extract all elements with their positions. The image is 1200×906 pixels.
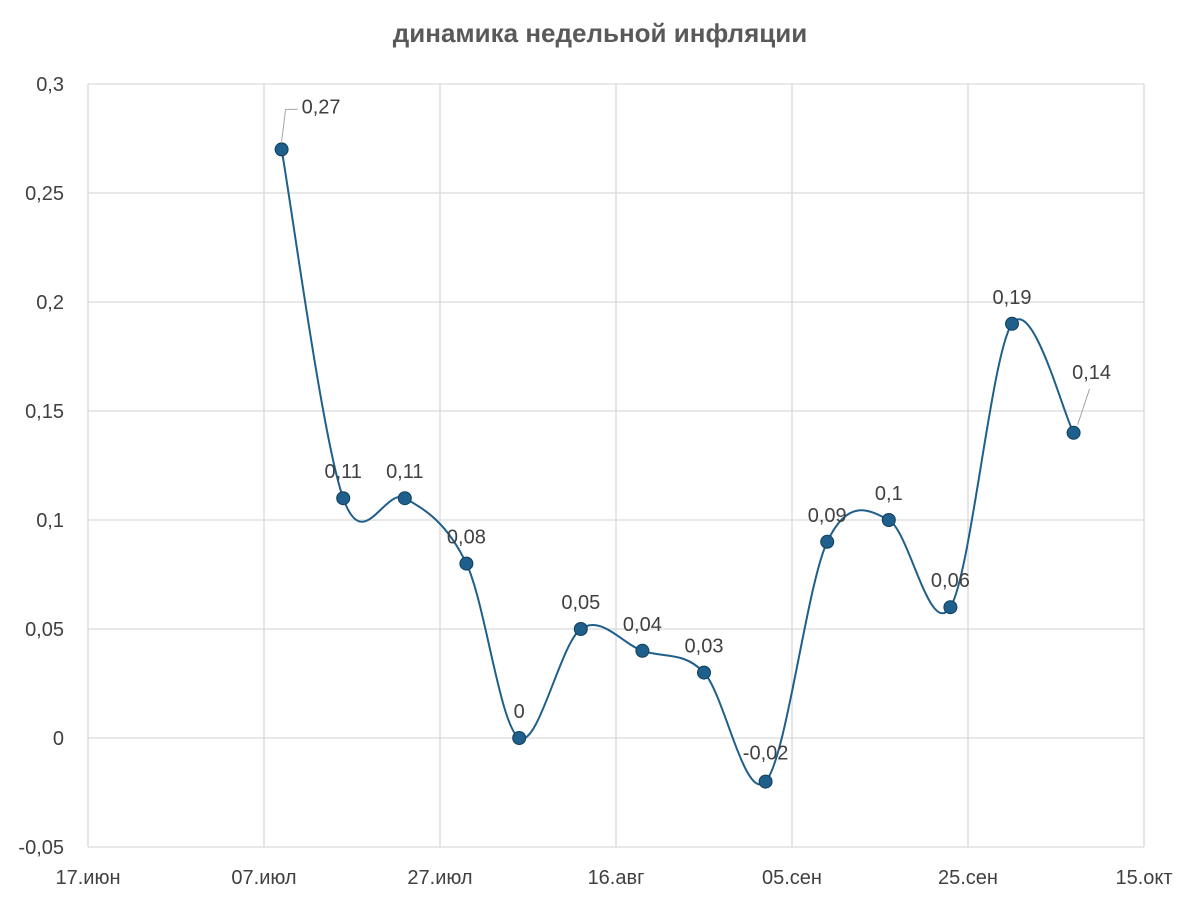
data-label: -0,02 (743, 743, 789, 765)
data-point (573, 622, 588, 636)
data-label: 0,03 (685, 636, 724, 658)
label-leader-line (1077, 388, 1091, 425)
data-point (758, 774, 773, 789)
data-point (943, 600, 958, 615)
y-tick-label: 0,3 (36, 74, 64, 96)
y-tick-label: -0,05 (18, 837, 64, 859)
data-point (881, 513, 896, 527)
data-labels: 0,27 0,11 0,11 0,08 0 0,05 0,04 0,03 -0,02 0,09 0,… (281, 96, 1111, 765)
data-point (274, 142, 289, 157)
x-tick-label: 17.июн (55, 867, 120, 889)
data-point (459, 556, 474, 571)
y-axis-ticks: -0,05 0 0,05 0,1 0,15 0,2 0,25 0,3 (18, 74, 64, 859)
x-axis-ticks: 17.июн 07.июл 27.июл 16.авг 05.сен 25.сен 15.о… (55, 867, 1172, 889)
y-tick-label: 0,2 (36, 292, 64, 314)
y-tick-label: 0,1 (36, 510, 64, 532)
data-label: 0,04 (623, 614, 662, 636)
data-label: 0 (514, 701, 525, 723)
y-tick-label: 0,25 (25, 183, 64, 205)
series-group (274, 142, 1081, 789)
x-tick-label: 05.сен (762, 867, 822, 889)
label-leader-line (281, 108, 298, 142)
x-tick-label: 07.июл (231, 867, 296, 889)
series-line (280, 149, 1075, 786)
data-point (1066, 425, 1081, 440)
x-tick-label: 15.окт (1115, 867, 1172, 889)
data-label: 0,1 (875, 483, 903, 505)
data-label: 0,14 (1072, 362, 1111, 384)
x-tick-label: 27.июл (407, 867, 472, 889)
x-tick-label: 25.сен (938, 867, 998, 889)
data-label: 0,19 (993, 287, 1032, 309)
data-label: 0,09 (808, 505, 847, 527)
y-tick-label: 0 (53, 728, 64, 750)
data-label: 0,06 (931, 570, 970, 592)
data-point (512, 731, 527, 745)
grid (87, 83, 1145, 848)
data-point (397, 491, 412, 506)
data-point (635, 643, 650, 658)
data-point (820, 534, 835, 549)
data-point (1005, 316, 1019, 331)
data-label: 0,11 (324, 461, 361, 483)
data-label: 0,11 (386, 461, 423, 483)
data-label: 0,27 (302, 96, 341, 118)
data-label: 0,08 (447, 527, 486, 549)
chart-title: динамика недельной инфляции (392, 18, 808, 48)
y-tick-label: 0,15 (25, 401, 64, 423)
data-label: 0,05 (561, 592, 600, 614)
x-tick-label: 16.авг (588, 867, 645, 889)
data-point (336, 491, 351, 506)
y-tick-label: 0,05 (25, 619, 64, 641)
data-point (697, 665, 711, 680)
